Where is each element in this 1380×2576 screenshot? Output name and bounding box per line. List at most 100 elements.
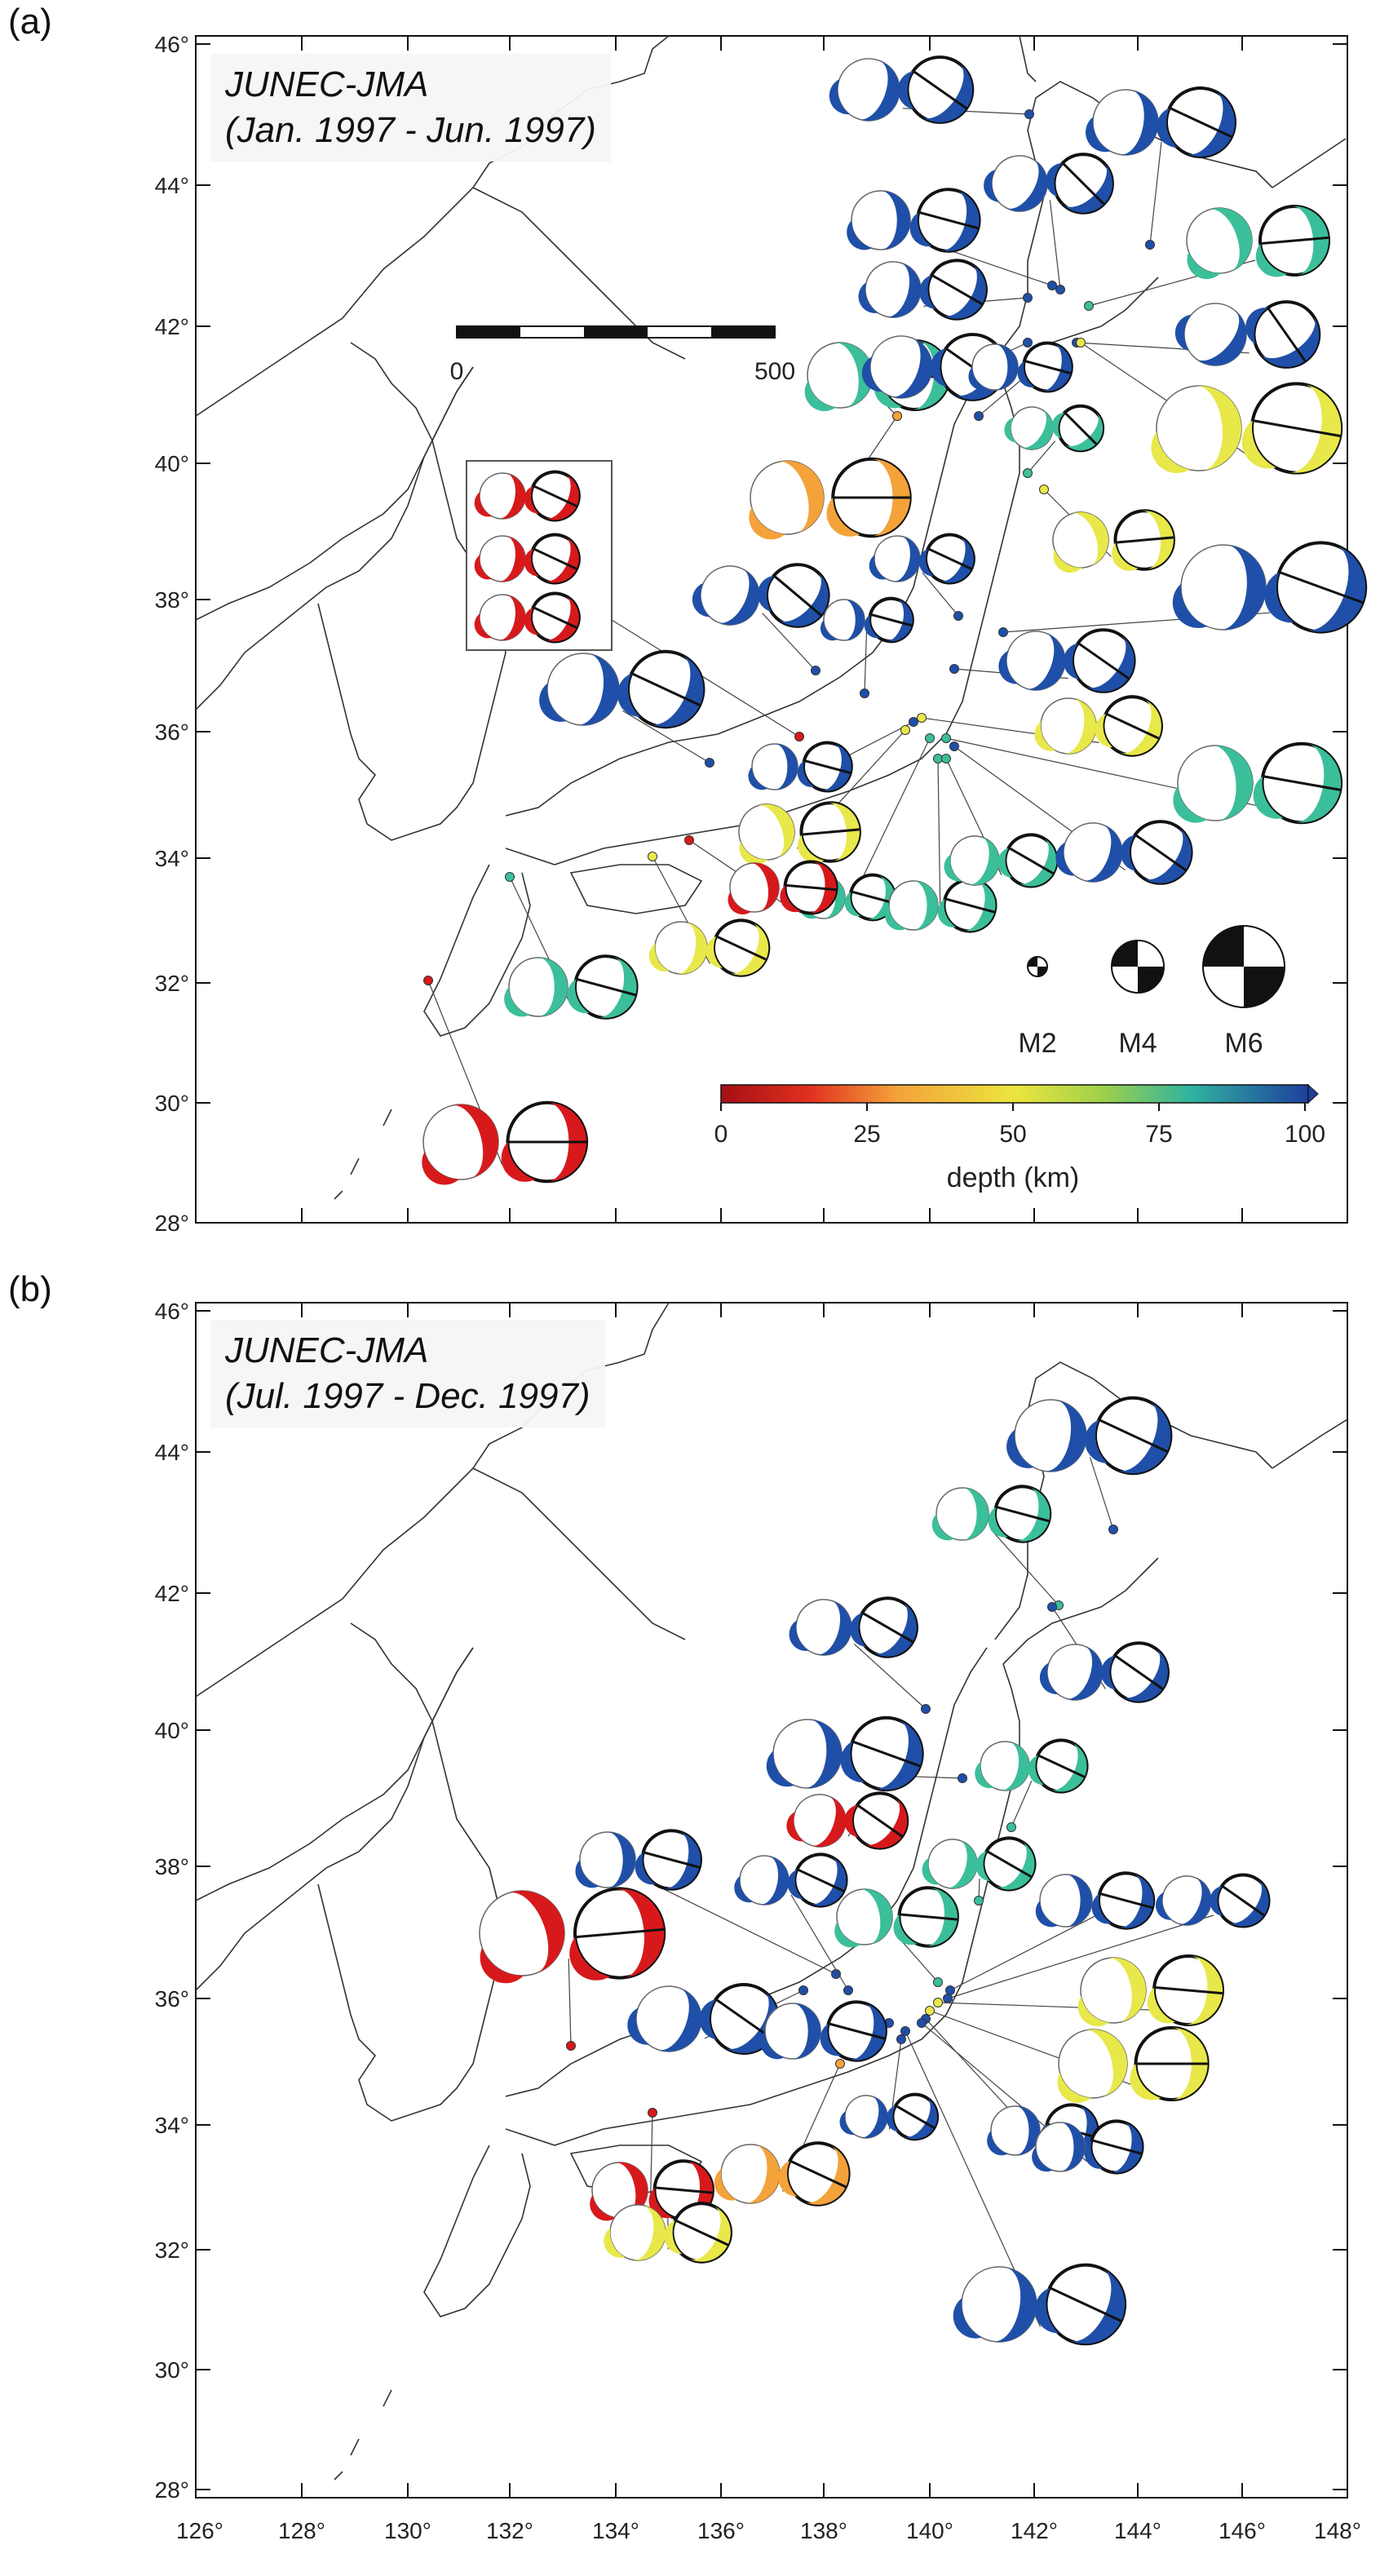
- lon-label: 136°: [697, 2518, 745, 2543]
- beachball: [1055, 822, 1123, 883]
- beachball-outlined: [1245, 300, 1321, 369]
- beachball-outlined: [1100, 1641, 1170, 1703]
- beachball-outlined: [886, 2092, 940, 2141]
- beachball: [1077, 1957, 1147, 2027]
- beachball: [922, 1839, 978, 1889]
- beachball: [861, 335, 933, 399]
- korea-coast: [317, 342, 506, 841]
- beachball: [1004, 406, 1054, 450]
- panel-a: 46° 44° 42° 40° 38° 36° 34° 32° 30° 28° …: [155, 32, 1368, 1236]
- panel-a-title-network: JUNEC-JMA: [225, 64, 429, 104]
- kyushu-coast: [423, 2144, 531, 2317]
- sakhalin-coast: [1019, 35, 1037, 82]
- lat-label: 46°: [155, 32, 189, 57]
- beachball: [766, 1719, 843, 1789]
- beachball: [474, 535, 526, 582]
- lon-label: 126°: [176, 2518, 223, 2543]
- beachball: [749, 460, 825, 540]
- beachball-outlined: [1046, 153, 1114, 215]
- beachball-outlined: [975, 1836, 1037, 1892]
- kyushu-coast: [423, 864, 531, 1037]
- lat-label: 40°: [155, 451, 189, 476]
- beachball-outlined: [798, 801, 861, 863]
- beachball-outlined: [1017, 341, 1073, 393]
- colorbar-tick: 0: [714, 1121, 728, 1148]
- beachball-outlined: [1028, 1738, 1089, 1794]
- lon-label: 128°: [278, 2518, 325, 2543]
- panel-a-title-period: (Jan. 1997 - Jun. 1997): [225, 110, 596, 150]
- beachball: [1032, 2122, 1086, 2172]
- beachball: [1057, 2029, 1128, 2103]
- beachball-outlined: [850, 1596, 918, 1658]
- inset-beachballs: [474, 470, 581, 644]
- lat-label: 36°: [155, 719, 189, 745]
- beachball-outlined: [1210, 1873, 1271, 1928]
- honshu-coast-south: [505, 383, 1020, 865]
- lat-label: 46°: [155, 1299, 189, 1324]
- lat-label: 40°: [155, 1718, 189, 1743]
- beachball: [820, 599, 865, 641]
- beachball-outlined: [919, 259, 988, 321]
- beachball-outlined: [524, 533, 581, 585]
- panel-a-beachballs: [422, 55, 1368, 1185]
- beachball-outlined: [778, 2141, 851, 2206]
- beachball: [984, 155, 1048, 212]
- beachball-outlined: [1051, 404, 1105, 453]
- beachball: [789, 1599, 852, 1656]
- beachball: [975, 1741, 1030, 1791]
- lat-label: 28°: [155, 1211, 189, 1236]
- beachball: [1086, 89, 1159, 156]
- ryukyu-islands: [334, 1109, 392, 1200]
- beachball-outlined: [864, 596, 914, 644]
- beachball-outlined: [780, 860, 838, 915]
- beachball-outlined: [524, 591, 581, 644]
- beachball-outlined: [1253, 741, 1343, 825]
- beachball: [1035, 1874, 1093, 1928]
- beachball: [474, 472, 526, 520]
- lat-label: 32°: [155, 971, 189, 996]
- lat-label: 30°: [155, 2357, 189, 2383]
- lon-labels: 126° 128° 130° 132° 134° 136° 138° 140° …: [176, 2518, 1361, 2543]
- beachball-outlined: [664, 2202, 732, 2264]
- lat-label: 34°: [155, 846, 189, 871]
- panel-b-label: (b): [8, 1269, 52, 1309]
- magnitude-legend: M2 M4 M6: [1018, 925, 1285, 1059]
- beachball-outlined: [501, 1100, 589, 1184]
- beachball: [786, 1794, 847, 1848]
- beachball: [1186, 207, 1253, 280]
- panel-a-frame-ticks: [196, 36, 1347, 1224]
- beachball-outlined: [569, 1887, 666, 1981]
- beachball: [885, 880, 939, 931]
- continent-coast-north: [195, 35, 670, 417]
- beachball: [953, 2266, 1037, 2343]
- beachball-outlined: [1147, 1954, 1224, 2026]
- panel-a-label: (a): [8, 2, 52, 42]
- lat-label: 32°: [155, 2237, 189, 2263]
- beachball: [944, 835, 1000, 886]
- beachball: [834, 1888, 893, 1948]
- yellow-sea-coast: [195, 1647, 474, 1991]
- beachball: [474, 594, 526, 641]
- beachball-outlined: [988, 1485, 1052, 1543]
- panel-a-lat-labels: 46° 44° 42° 40° 38° 36° 34° 32° 30° 28°: [155, 32, 189, 1236]
- lat-label: 30°: [155, 1091, 189, 1116]
- beachball: [692, 565, 760, 626]
- beachball-outlined: [757, 563, 830, 628]
- kuril-coast: [1272, 1419, 1348, 1469]
- beachball: [479, 1890, 565, 1984]
- beachball: [1151, 385, 1242, 473]
- beachball-outlined: [1255, 205, 1330, 277]
- beachball-outlined: [1264, 541, 1368, 634]
- shikoku-coast: [569, 864, 703, 914]
- beachball: [422, 1104, 499, 1185]
- beachball-outlined: [1120, 820, 1193, 885]
- lon-label: 134°: [592, 2518, 639, 2543]
- ryukyu-islands: [334, 2389, 392, 2481]
- beachball: [829, 58, 900, 122]
- beachball-outlined: [567, 954, 639, 1020]
- lat-label: 42°: [155, 1581, 189, 1606]
- beachball-outlined: [840, 1715, 924, 1792]
- beachball: [748, 743, 798, 790]
- beachball-outlined: [820, 2000, 887, 2062]
